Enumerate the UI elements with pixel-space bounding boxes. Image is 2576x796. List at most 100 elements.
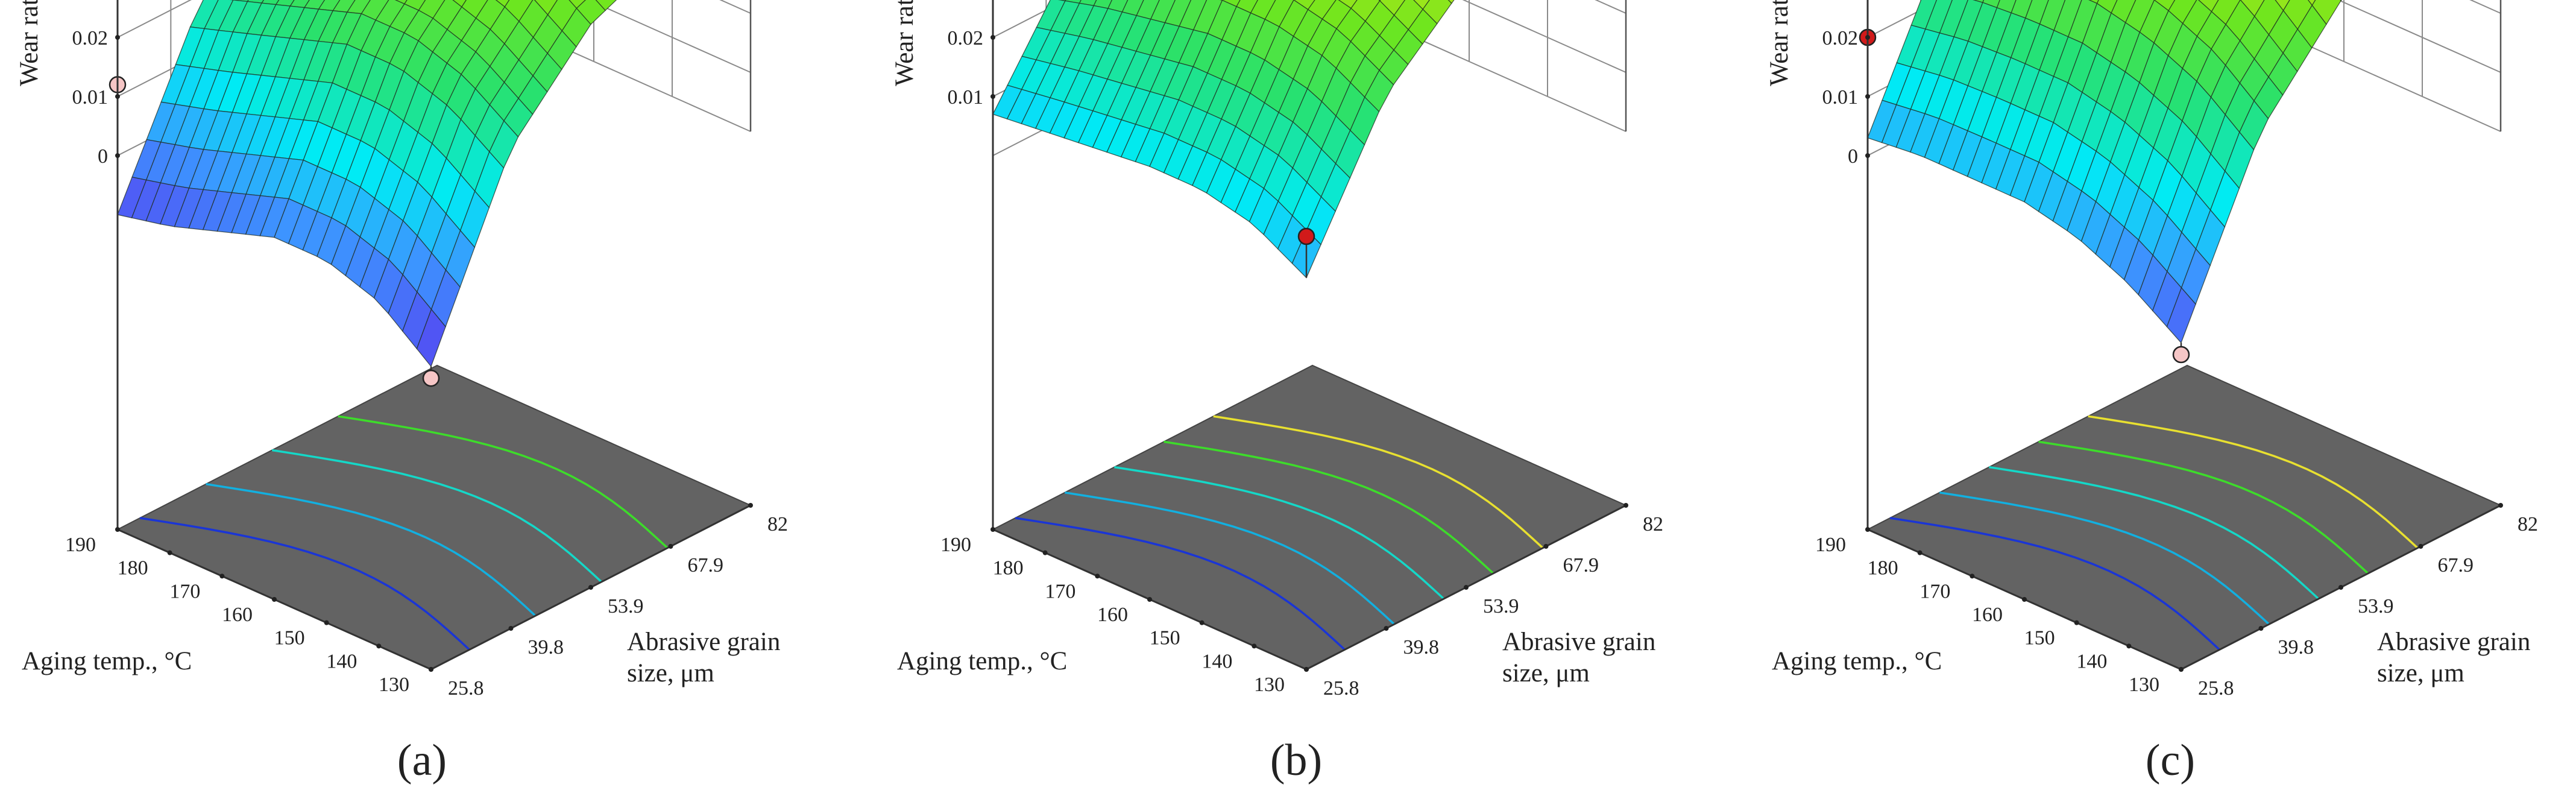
y-tick-mark bbox=[668, 544, 673, 549]
y-tick-mark bbox=[2498, 503, 2503, 508]
y-tick-label: 67.9 bbox=[2438, 554, 2474, 576]
z-tick-mark bbox=[1865, 94, 1870, 99]
response-surface bbox=[992, 0, 1455, 279]
x-tick-mark bbox=[1865, 527, 1870, 532]
z-tick-label: 0.02 bbox=[1822, 27, 1859, 49]
x-tick-label: 130 bbox=[2129, 674, 2159, 696]
design-point-below bbox=[422, 369, 440, 387]
surface-cell bbox=[495, 0, 510, 8]
floor-rectangle bbox=[1866, 364, 2502, 671]
z-tick-label: 0.01 bbox=[1822, 86, 1859, 109]
z-tick-mark bbox=[115, 35, 120, 40]
y-tick-label: 39.8 bbox=[1403, 636, 1440, 659]
surface-cell bbox=[2307, 0, 2316, 6]
panel-a-chart: 190 180 170 160 150 140 130 25.8 39.8 53.9 67.9 82 0… bbox=[15, 0, 788, 700]
z-tick-label: 0.01 bbox=[72, 86, 109, 109]
y-tick-label: 25.8 bbox=[448, 677, 484, 700]
panel-a-caption: (a) bbox=[397, 736, 447, 785]
x-tick-label: 190 bbox=[940, 534, 971, 556]
z-axis-label: Wear rate, mm³/mm² bbox=[1765, 0, 1793, 86]
z-tick-mark bbox=[1865, 35, 1870, 40]
y-tick-mark bbox=[1623, 503, 1628, 508]
y-tick-mark bbox=[1543, 544, 1549, 549]
surface-cell bbox=[1413, 0, 1430, 10]
x-tick-mark bbox=[2022, 597, 2027, 602]
panel-b-chart: 190 180 170 160 150 140 130 25.8 39.8 53.9 67.9 82 0… bbox=[890, 0, 1663, 700]
floor-contours bbox=[1015, 415, 1544, 651]
x-axis-label: Aging temp., °C bbox=[1772, 647, 1942, 675]
y-tick-mark bbox=[2418, 544, 2423, 549]
x-tick-label: 170 bbox=[169, 580, 200, 602]
x-tick-mark bbox=[1199, 620, 1205, 625]
y-axis-label-line1: Abrasive grain bbox=[1502, 628, 1655, 656]
y-axis-label-line2: size, μm bbox=[1502, 659, 1590, 687]
x-tick-label: 160 bbox=[1097, 604, 1128, 626]
contour-line bbox=[1114, 466, 1445, 600]
y-tick-mark bbox=[429, 667, 433, 672]
z-tick-label: 0 bbox=[1848, 145, 1858, 168]
floor-rectangle bbox=[991, 364, 1628, 671]
y-tick-mark bbox=[508, 626, 514, 631]
z-tick-mark bbox=[1865, 153, 1870, 158]
x-tick-label: 160 bbox=[1972, 604, 2003, 626]
y-tick-mark bbox=[1384, 626, 1389, 631]
y-tick-mark bbox=[1304, 667, 1309, 672]
x-tick-label: 140 bbox=[1201, 650, 1232, 672]
floor-contours bbox=[1889, 415, 2419, 651]
x-tick-label: 190 bbox=[65, 534, 96, 556]
contour-line bbox=[206, 482, 537, 617]
contour-line bbox=[1015, 517, 1346, 651]
x-tick-label: 150 bbox=[1150, 627, 1180, 649]
z-axis-label: Wear rate, mm³/mm² bbox=[890, 0, 919, 86]
y-tick-mark bbox=[2338, 585, 2343, 590]
y-tick-label: 39.8 bbox=[2278, 636, 2314, 659]
x-tick-mark bbox=[2074, 620, 2079, 625]
surface-cell bbox=[416, 308, 446, 367]
z-tick-mark bbox=[115, 94, 120, 99]
y-tick-label: 67.9 bbox=[1563, 554, 1599, 576]
contour-line bbox=[338, 415, 669, 549]
y-tick-label: 82 bbox=[1643, 513, 1663, 535]
x-tick-mark bbox=[115, 527, 120, 532]
x-tick-mark bbox=[1970, 573, 1975, 579]
x-tick-label: 140 bbox=[2076, 650, 2107, 672]
x-tick-mark bbox=[272, 597, 277, 602]
surface-cell bbox=[452, 0, 467, 8]
design-points bbox=[1297, 227, 1315, 278]
z-tick-mark bbox=[115, 153, 120, 158]
surface-cell bbox=[595, 0, 617, 11]
contour-line bbox=[1889, 517, 2220, 651]
y-tick-label: 53.9 bbox=[1483, 595, 1519, 618]
z-tick-label: 0.02 bbox=[948, 27, 984, 49]
x-tick-label: 190 bbox=[1815, 534, 1846, 556]
y-tick-mark bbox=[2179, 667, 2184, 672]
contour-line bbox=[1065, 491, 1395, 625]
y-tick-label: 67.9 bbox=[688, 554, 724, 576]
y-tick-mark bbox=[588, 585, 593, 590]
y-axis-label-line2: size, μm bbox=[627, 659, 714, 687]
x-tick-label: 160 bbox=[222, 604, 253, 626]
y-axis-label-line1: Abrasive grain bbox=[2377, 628, 2530, 656]
contour-line bbox=[1213, 415, 1544, 549]
contour-line bbox=[2088, 415, 2419, 549]
y-tick-label: 53.9 bbox=[2358, 595, 2394, 618]
y-axis-label-line1: Abrasive grain bbox=[627, 628, 780, 656]
x-tick-label: 140 bbox=[326, 650, 357, 672]
y-tick-mark bbox=[2258, 626, 2264, 631]
x-tick-label: 150 bbox=[2024, 627, 2055, 649]
floor-plane bbox=[1866, 364, 2502, 671]
x-tick-label: 150 bbox=[274, 627, 305, 649]
z-tick-label: 0 bbox=[98, 145, 108, 168]
floor-rectangle bbox=[116, 364, 752, 671]
z-tick-label: 0.02 bbox=[72, 27, 109, 49]
x-tick-label: 180 bbox=[993, 557, 1024, 580]
z-tick-label: 0.01 bbox=[948, 86, 984, 109]
design-point-above bbox=[1297, 227, 1315, 245]
contour-line bbox=[1939, 491, 2270, 625]
floor-plane bbox=[116, 364, 752, 671]
surface-cell bbox=[1447, 0, 1455, 4]
y-tick-label: 82 bbox=[767, 513, 788, 535]
contour-line bbox=[139, 517, 470, 651]
y-tick-label: 25.8 bbox=[2198, 677, 2234, 700]
y-tick-label: 53.9 bbox=[608, 595, 644, 618]
